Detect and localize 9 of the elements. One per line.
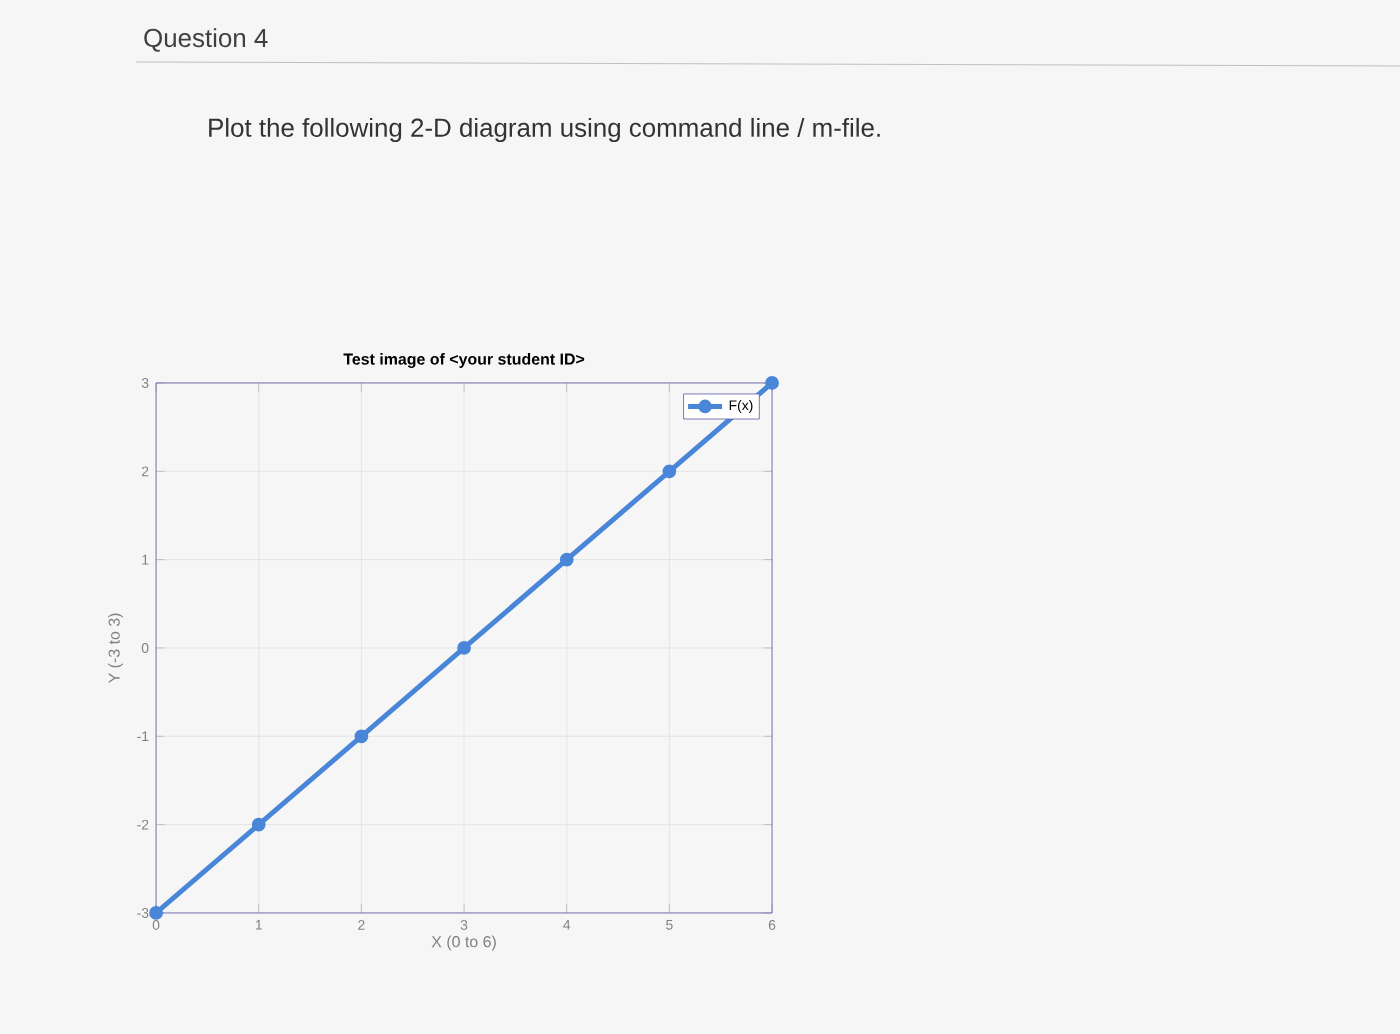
point [662,464,677,479]
point [251,817,266,832]
point [559,552,574,567]
text: Question 4 [144,28,268,52]
point [457,641,471,655]
point [149,906,163,920]
text: Plot the following 2-D diagram using command line / m-file. [209,117,880,143]
point [765,376,779,390]
point [354,729,369,744]
